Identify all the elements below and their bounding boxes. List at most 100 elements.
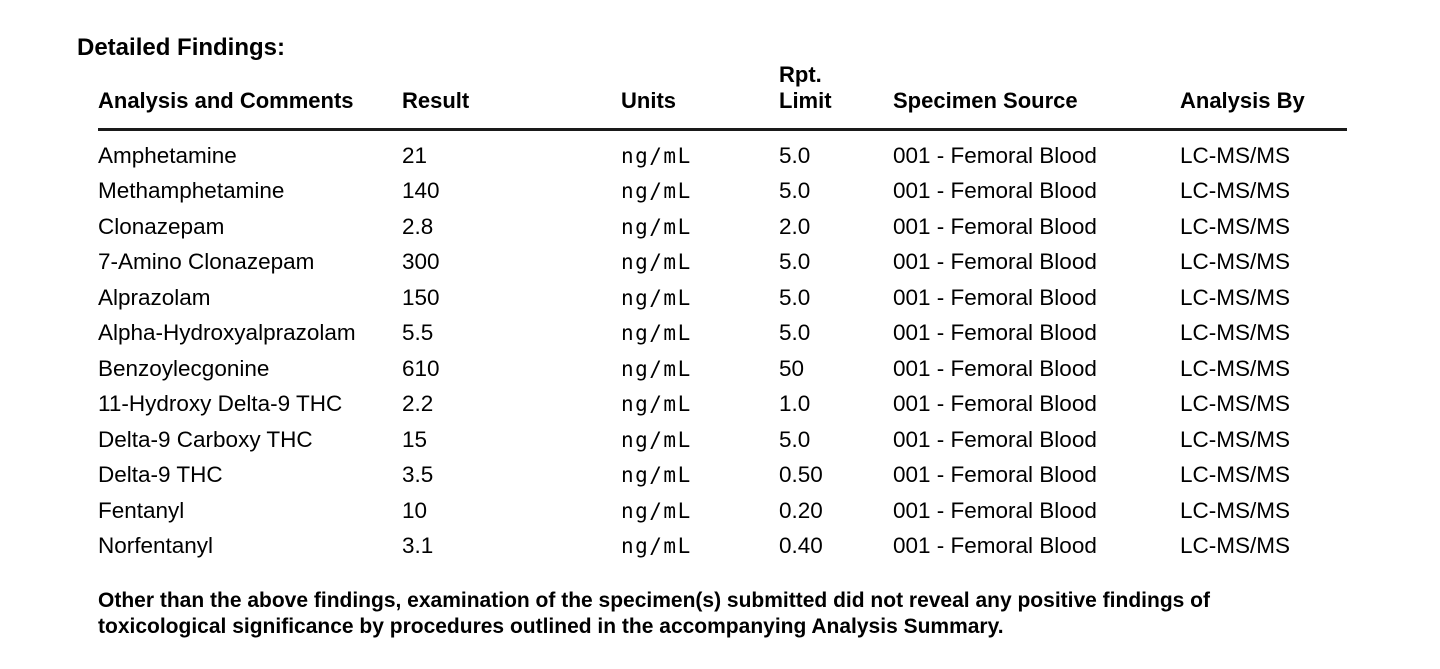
cell-rpt-limit: 5.0	[779, 249, 811, 275]
cell-analysis-by: LC-MS/MS	[1180, 533, 1291, 559]
cell-specimen-source: 001 - Femoral Blood	[893, 178, 1097, 204]
cell-result: 150	[402, 284, 440, 310]
cell-specimen-source: 001 - Femoral Blood	[893, 249, 1097, 275]
cell-specimen-source: 001 - Femoral Blood	[893, 142, 1097, 168]
cell-analysis: Benzoylecgonine	[98, 355, 270, 381]
table-row: Norfentanyl 3.1 ng/mL 0.40 001 - Femoral…	[98, 529, 1347, 565]
cell-result: 2.2	[402, 391, 434, 417]
cell-rpt-limit: 50	[779, 355, 805, 381]
cell-specimen-source: 001 - Femoral Blood	[893, 355, 1097, 381]
cell-specimen-source: 001 - Femoral Blood	[893, 320, 1097, 346]
table-row: Methamphetamine 140 ng/mL 5.0 001 - Femo…	[98, 174, 1347, 210]
cell-analysis-by: LC-MS/MS	[1180, 426, 1291, 452]
cell-analysis: Norfentanyl	[98, 533, 214, 559]
cell-result: 21	[402, 142, 428, 168]
cell-analysis: Amphetamine	[98, 142, 237, 168]
column-header-rpt-limit-line1: Rpt.	[779, 62, 822, 87]
footer-note-line1: Other than the above findings, examinati…	[98, 589, 1210, 612]
cell-specimen-source: 001 - Femoral Blood	[893, 284, 1097, 310]
cell-units: ng/mL	[621, 214, 692, 239]
cell-analysis-by: LC-MS/MS	[1180, 213, 1291, 239]
cell-units: ng/mL	[621, 143, 692, 168]
cell-analysis-by: LC-MS/MS	[1180, 142, 1291, 168]
cell-analysis-by: LC-MS/MS	[1180, 249, 1291, 275]
column-header-analysis-and-comments: Analysis and Comments	[98, 88, 354, 113]
cell-analysis: 11-Hydroxy Delta-9 THC	[98, 391, 343, 417]
cell-rpt-limit: 2.0	[779, 213, 811, 239]
cell-units: ng/mL	[621, 392, 692, 417]
cell-units: ng/mL	[621, 498, 692, 523]
cell-rpt-limit: 0.20	[779, 497, 823, 523]
cell-rpt-limit: 1.0	[779, 391, 811, 417]
table-row: Delta-9 Carboxy THC 15 ng/mL 5.0 001 - F…	[98, 422, 1347, 458]
column-header-rpt-limit-line2: Limit	[779, 88, 832, 113]
cell-rpt-limit: 5.0	[779, 426, 811, 452]
cell-result: 610	[402, 355, 440, 381]
cell-analysis-by: LC-MS/MS	[1180, 178, 1291, 204]
cell-specimen-source: 001 - Femoral Blood	[893, 391, 1097, 417]
cell-analysis-by: LC-MS/MS	[1180, 355, 1291, 381]
table-row: Alprazolam 150 ng/mL 5.0 001 - Femoral B…	[98, 280, 1347, 316]
cell-analysis: Methamphetamine	[98, 178, 285, 204]
cell-rpt-limit: 0.40	[779, 533, 823, 559]
table-body: Amphetamine 21 ng/mL 5.0 001 - Femoral B…	[98, 138, 1347, 564]
cell-result: 15	[402, 426, 428, 452]
cell-units: ng/mL	[621, 179, 692, 204]
findings-table-header: Analysis and Comments Result Units Rpt. …	[98, 62, 1347, 114]
footer-note-line2: toxicological significance by procedures…	[98, 615, 1004, 638]
cell-units: ng/mL	[621, 250, 692, 275]
table-row: Alpha-Hydroxyalprazolam 5.5 ng/mL 5.0 00…	[98, 316, 1347, 352]
table-row: Clonazepam 2.8 ng/mL 2.0 001 - Femoral B…	[98, 209, 1347, 245]
cell-units: ng/mL	[621, 463, 692, 488]
table-row: Delta-9 THC 3.5 ng/mL 0.50 001 - Femoral…	[98, 458, 1347, 494]
table-header-rule	[98, 128, 1347, 131]
cell-units: ng/mL	[621, 534, 692, 559]
cell-specimen-source: 001 - Femoral Blood	[893, 462, 1097, 488]
column-header-units: Units	[621, 88, 676, 113]
cell-result: 3.1	[402, 533, 434, 559]
cell-rpt-limit: 5.0	[779, 284, 811, 310]
cell-specimen-source: 001 - Femoral Blood	[893, 213, 1097, 239]
column-header-result: Result	[402, 88, 470, 113]
cell-specimen-source: 001 - Femoral Blood	[893, 533, 1097, 559]
column-header-rpt-limit: Rpt. Limit	[779, 62, 893, 114]
table-row: 11-Hydroxy Delta-9 THC 2.2 ng/mL 1.0 001…	[98, 387, 1347, 423]
table-row: Amphetamine 21 ng/mL 5.0 001 - Femoral B…	[98, 138, 1347, 174]
cell-analysis: 7-Amino Clonazepam	[98, 249, 315, 275]
cell-analysis: Alpha-Hydroxyalprazolam	[98, 320, 356, 346]
cell-analysis-by: LC-MS/MS	[1180, 462, 1291, 488]
cell-analysis: Clonazepam	[98, 213, 225, 239]
cell-units: ng/mL	[621, 285, 692, 310]
cell-analysis-by: LC-MS/MS	[1180, 497, 1291, 523]
cell-rpt-limit: 0.50	[779, 462, 823, 488]
cell-analysis-by: LC-MS/MS	[1180, 320, 1291, 346]
cell-units: ng/mL	[621, 356, 692, 381]
cell-analysis: Alprazolam	[98, 284, 211, 310]
cell-result: 3.5	[402, 462, 434, 488]
cell-result: 140	[402, 178, 440, 204]
cell-rpt-limit: 5.0	[779, 178, 811, 204]
cell-units: ng/mL	[621, 427, 692, 452]
cell-specimen-source: 001 - Femoral Blood	[893, 426, 1097, 452]
cell-analysis: Delta-9 THC	[98, 462, 223, 488]
table-row: Benzoylecgonine 610 ng/mL 50 001 - Femor…	[98, 351, 1347, 387]
cell-analysis: Fentanyl	[98, 497, 185, 523]
cell-result: 5.5	[402, 320, 434, 346]
footer-note: Other than the above findings, examinati…	[98, 588, 1210, 640]
cell-result: 2.8	[402, 213, 434, 239]
cell-rpt-limit: 5.0	[779, 142, 811, 168]
cell-rpt-limit: 5.0	[779, 320, 811, 346]
cell-analysis: Delta-9 Carboxy THC	[98, 426, 313, 452]
table-row: 7-Amino Clonazepam 300 ng/mL 5.0 001 - F…	[98, 245, 1347, 281]
cell-analysis-by: LC-MS/MS	[1180, 391, 1291, 417]
table-row: Fentanyl 10 ng/mL 0.20 001 - Femoral Blo…	[98, 493, 1347, 529]
page-title: Detailed Findings:	[77, 34, 286, 61]
cell-result: 300	[402, 249, 440, 275]
cell-specimen-source: 001 - Femoral Blood	[893, 497, 1097, 523]
cell-result: 10	[402, 497, 428, 523]
cell-units: ng/mL	[621, 321, 692, 346]
column-header-analysis-by: Analysis By	[1180, 88, 1305, 113]
column-header-specimen-source: Specimen Source	[893, 88, 1078, 113]
cell-analysis-by: LC-MS/MS	[1180, 284, 1291, 310]
